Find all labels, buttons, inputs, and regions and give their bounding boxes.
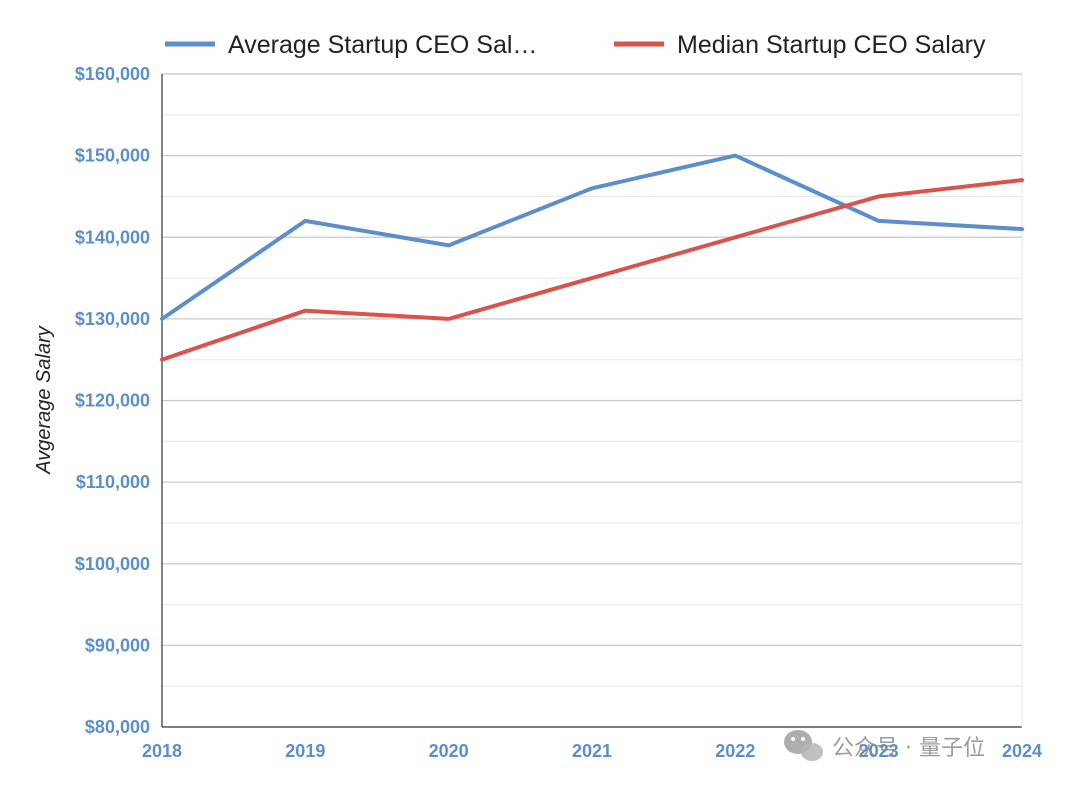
grid-lines: [162, 73, 1022, 687]
legend[interactable]: Average Startup CEO Sal… Median Startup C…: [165, 31, 986, 59]
watermark: 公众号 · 量子位: [784, 730, 985, 761]
series-line-1[interactable]: [160, 153, 1024, 321]
x-tick-label: 2023: [859, 741, 899, 761]
y-tick-label: $100,000: [75, 554, 150, 574]
x-tick-label: 2020: [429, 741, 469, 761]
y-tick-label: $120,000: [75, 391, 150, 411]
y-tick-labels: $160,000 $150,000 $140,000 $130,000 $120,000…: [75, 64, 150, 737]
series-lines: [160, 153, 1024, 362]
y-tick-label: $150,000: [75, 146, 150, 166]
wechat-icon: [784, 730, 823, 761]
legend-label: Median Startup CEO Salary: [677, 31, 986, 59]
y-axis-label: Avgerage Salary: [33, 325, 55, 475]
x-tick-label: 2019: [285, 741, 325, 761]
x-tick-label: 2024: [1002, 741, 1042, 761]
y-tick-label: $110,000: [76, 472, 150, 492]
x-tick-labels: 2018 2019 2020 2021 2022 2023 2024: [142, 741, 1042, 761]
axes: [161, 74, 1023, 728]
legend-label: Average Startup CEO Sal…: [228, 31, 537, 59]
x-tick-label: 2021: [572, 741, 612, 761]
y-tick-label: $140,000: [75, 227, 150, 247]
x-tick-label: 2018: [142, 741, 182, 761]
y-tick-label: $90,000: [85, 635, 150, 655]
y-tick-label: $130,000: [75, 309, 150, 329]
watermark-text: 公众号 · 量子位: [832, 736, 985, 761]
series-line-2[interactable]: [160, 178, 1024, 362]
y-tick-label: $80,000: [85, 717, 150, 737]
y-tick-label: $160,000: [75, 64, 150, 84]
x-tick-label: 2022: [715, 741, 755, 761]
